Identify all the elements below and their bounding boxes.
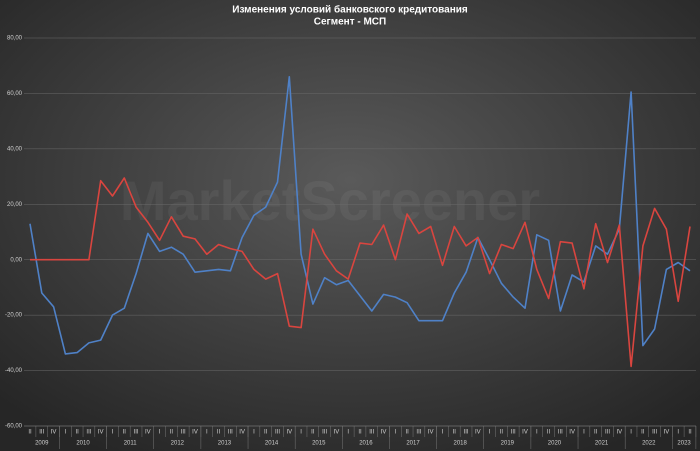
x-tick-label: III <box>558 430 563 436</box>
x-tick-label: II <box>453 430 457 436</box>
x-group-label: 2015 <box>312 441 326 447</box>
x-tick-label: III <box>416 430 421 436</box>
x-group-label: 2010 <box>76 441 90 447</box>
x-tick-label: I <box>489 430 491 436</box>
x-tick-label: III <box>464 430 469 436</box>
x-tick-label: IV <box>522 430 528 436</box>
y-tick-label: -20,00 <box>5 313 23 319</box>
x-tick-label: III <box>511 430 516 436</box>
watermark: MarketScreener <box>120 169 540 232</box>
x-tick-label: IV <box>145 430 151 436</box>
x-tick-label: I <box>347 430 349 436</box>
x-tick-label: III <box>605 430 610 436</box>
chart-subtitle: Сегмент - МСП <box>314 17 386 28</box>
x-group-label: 2012 <box>171 441 185 447</box>
x-tick-label: III <box>39 430 44 436</box>
x-tick-label: II <box>217 430 221 436</box>
x-tick-label: I <box>253 430 255 436</box>
x-tick-label: III <box>369 430 374 436</box>
y-tick-label: 20,00 <box>7 202 23 208</box>
x-tick-label: III <box>275 430 280 436</box>
x-tick-label: I <box>395 430 397 436</box>
x-tick-label: IV <box>475 430 481 436</box>
y-tick-label: -40,00 <box>5 368 23 374</box>
y-tick-label: 0,00 <box>10 257 22 263</box>
x-tick-label: II <box>688 430 692 436</box>
x-tick-label: II <box>641 430 645 436</box>
x-tick-label: II <box>264 430 268 436</box>
x-tick-label: IV <box>664 430 670 436</box>
x-tick-label: III <box>181 430 186 436</box>
x-tick-label: III <box>322 430 327 436</box>
x-tick-label: I <box>65 430 67 436</box>
x-tick-label: IV <box>428 430 434 436</box>
x-tick-label: IV <box>192 430 198 436</box>
x-tick-label: II <box>500 430 504 436</box>
y-tick-label: 60,00 <box>7 91 23 97</box>
x-tick-label: IV <box>334 430 340 436</box>
x-group-label: 2020 <box>548 441 562 447</box>
chart-title: Изменения условий банковского кредитован… <box>232 4 468 16</box>
x-tick-label: III <box>134 430 139 436</box>
x-tick-label: I <box>536 430 538 436</box>
y-tick-label: 80,00 <box>7 36 23 42</box>
x-group-label: 2009 <box>35 441 49 447</box>
x-tick-label: II <box>28 430 32 436</box>
x-tick-label: IV <box>51 430 57 436</box>
x-tick-label: II <box>123 430 127 436</box>
x-tick-label: II <box>405 430 409 436</box>
x-tick-label: I <box>630 430 632 436</box>
series-line <box>30 177 691 368</box>
x-group-label: 2018 <box>453 441 467 447</box>
x-tick-label: I <box>159 430 161 436</box>
x-tick-label: II <box>547 430 551 436</box>
x-group-label: 2011 <box>124 441 138 447</box>
x-tick-label: II <box>311 430 315 436</box>
x-tick-label: I <box>206 430 208 436</box>
x-tick-label: IV <box>98 430 104 436</box>
x-group-label: 2019 <box>501 441 515 447</box>
x-tick-label: IV <box>616 430 622 436</box>
x-tick-label: IV <box>286 430 292 436</box>
x-tick-label: I <box>112 430 114 436</box>
x-group-label: 2017 <box>406 441 420 447</box>
x-tick-label: I <box>300 430 302 436</box>
y-tick-label: 40,00 <box>7 146 23 152</box>
x-group-label: 2023 <box>677 441 691 447</box>
x-tick-label: IV <box>569 430 575 436</box>
x-tick-label: II <box>594 430 598 436</box>
x-tick-label: III <box>86 430 91 436</box>
x-tick-label: IV <box>381 430 387 436</box>
x-tick-label: II <box>170 430 174 436</box>
x-tick-label: IV <box>239 430 245 436</box>
series-line <box>29 76 691 355</box>
x-tick-label: I <box>677 430 679 436</box>
x-group-label: 2016 <box>359 441 373 447</box>
x-tick-label: I <box>583 430 585 436</box>
y-tick-label: -60,00 <box>5 424 23 430</box>
x-tick-label: I <box>442 430 444 436</box>
x-tick-label: II <box>75 430 79 436</box>
x-tick-label: III <box>652 430 657 436</box>
x-tick-label: II <box>358 430 362 436</box>
x-group-label: 2022 <box>642 441 656 447</box>
x-group-label: 2021 <box>595 441 609 447</box>
x-group-label: 2013 <box>218 441 232 447</box>
x-tick-label: III <box>228 430 233 436</box>
x-group-label: 2014 <box>265 441 279 447</box>
